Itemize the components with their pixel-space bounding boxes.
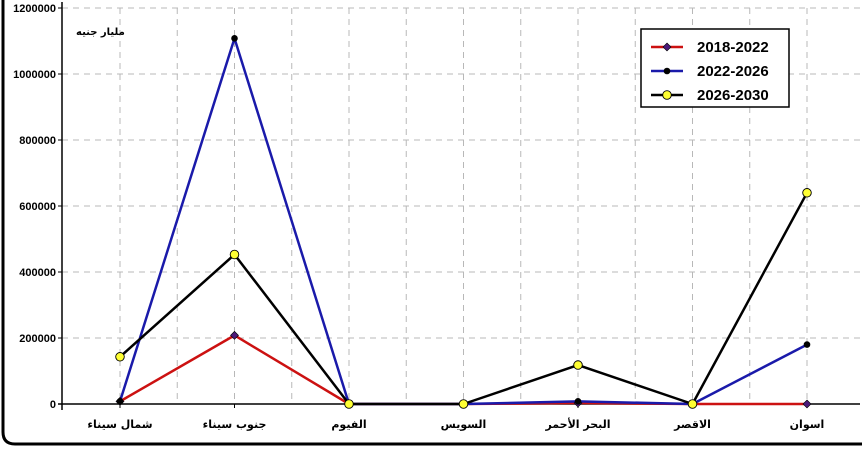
x-tick-label: اسوان [790,418,825,431]
data-point [230,330,239,340]
data-point [802,188,812,198]
gridlines [62,7,860,404]
y-tick-label: 1000000 [13,69,56,81]
x-tick-label: الاقصر [673,418,711,431]
x-tick-label: الفيوم [331,418,366,431]
data-point [231,35,238,42]
legend-item: 2022-2026 [651,63,769,80]
legend: 2018-2022 2022-2026 2026-2030 [640,28,790,108]
data-point [802,399,812,409]
data-point [573,360,583,370]
data-point [574,398,582,405]
y-tick-label: 0 [50,399,56,411]
data-point [229,249,240,260]
data-point [115,352,125,362]
y-tick-label: 400000 [19,267,56,279]
legend-label: 2018-2022 [697,39,769,56]
x-axis-ticks: شمال سيناء جنوب سيناء الفيوم السويس البحر ال… [87,404,824,431]
x-tick-label: شمال سيناء [87,418,152,431]
y-axis-ticks: 0 200000 400000 600000 800000 1000000 1200000 [13,3,62,411]
data-point [687,399,698,409]
series-lines [115,35,812,409]
y-tick-label: 600000 [19,201,56,213]
legend-label: 2026-2030 [697,87,769,104]
y-tick-label: 1200000 [13,3,56,15]
data-point [116,398,124,405]
legend-label: 2022-2026 [697,63,769,80]
legend-marker [662,42,672,52]
data-point [344,399,354,409]
x-tick-label: البحر الأحمر [544,417,610,431]
data-point [458,399,469,409]
y-tick-label: 800000 [19,135,56,147]
data-point [803,341,811,348]
x-tick-label: السويس [441,418,487,431]
markers-2026-2030 [115,188,812,409]
x-tick-label: جنوب سيناء [203,418,267,431]
legend-item: 2026-2030 [651,87,769,104]
legend-marker [662,90,672,100]
y-tick-label: 200000 [19,333,56,345]
unit-label: مليار جنيه [76,27,125,38]
legend-marker [663,67,671,75]
legend-item: 2018-2022 [651,39,769,56]
